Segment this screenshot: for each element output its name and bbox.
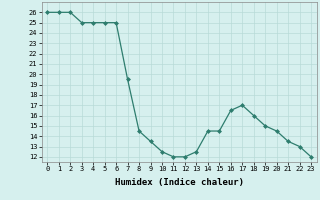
X-axis label: Humidex (Indice chaleur): Humidex (Indice chaleur) xyxy=(115,178,244,187)
